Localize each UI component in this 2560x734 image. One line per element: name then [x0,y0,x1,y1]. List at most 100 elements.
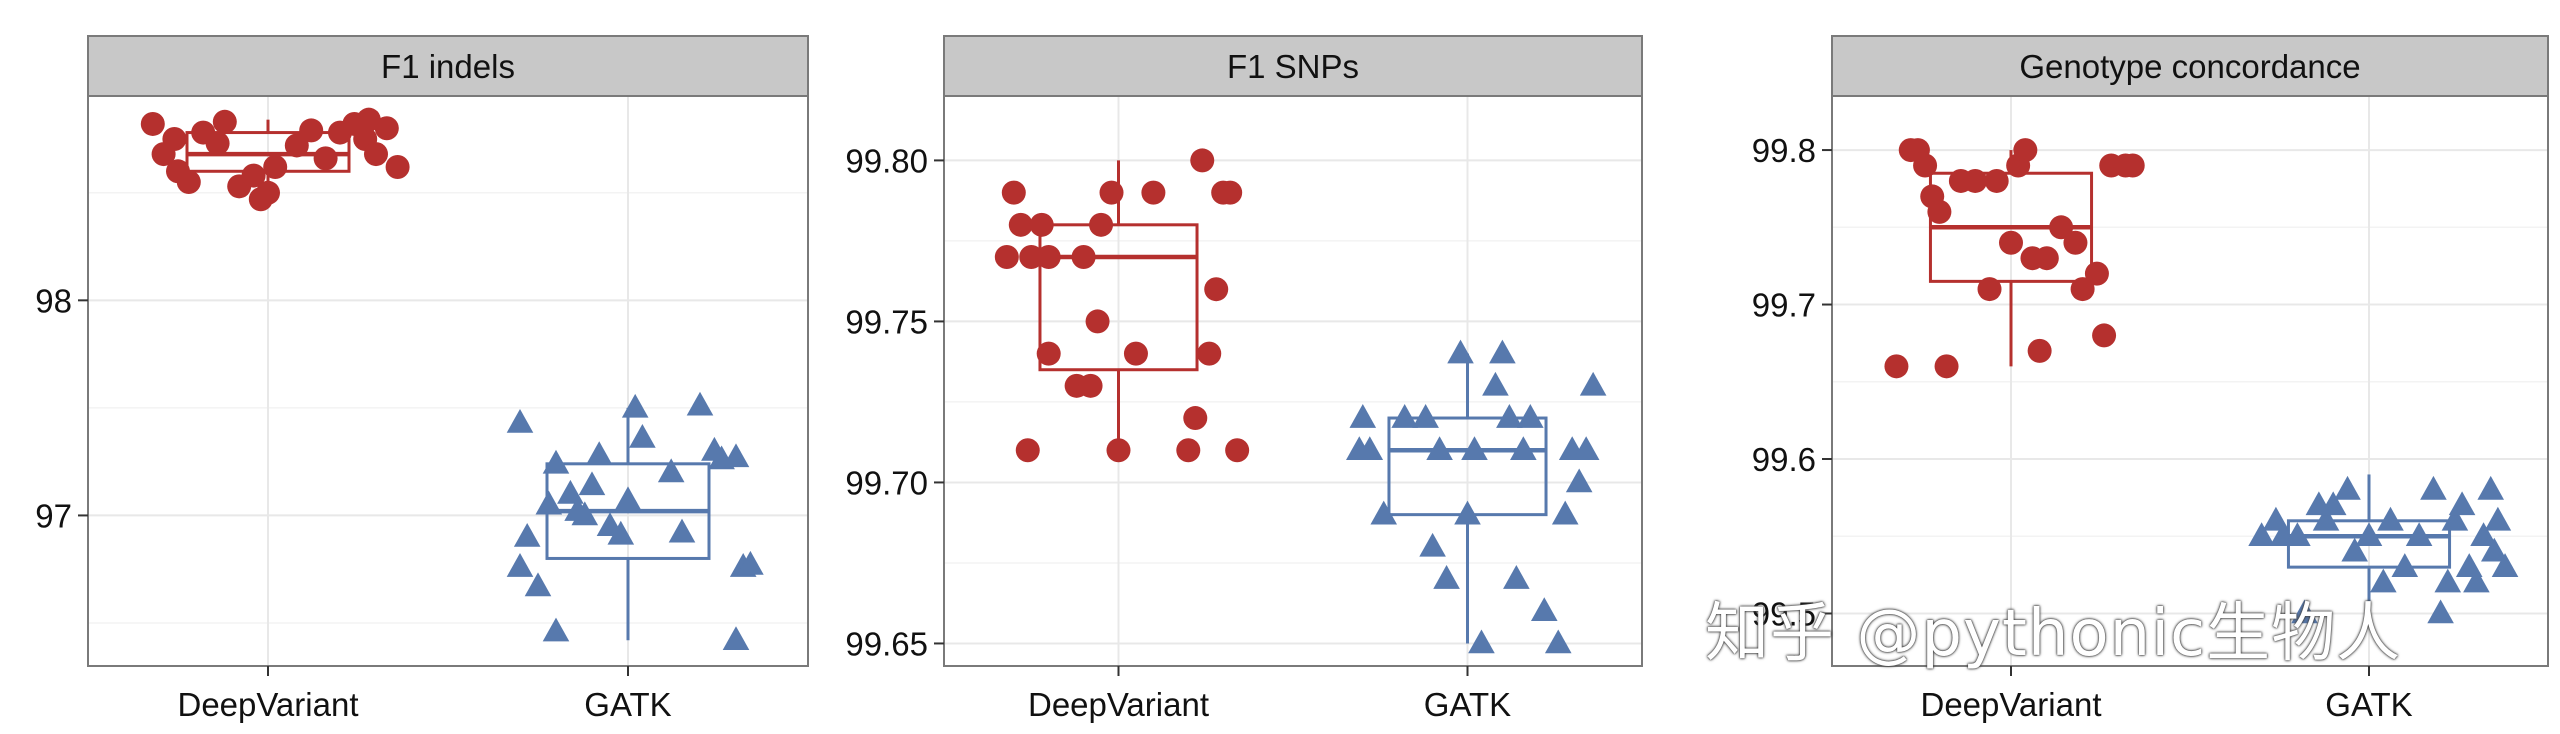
strip-title: Genotype concordance [2019,48,2360,85]
data-point [2448,491,2476,516]
data-point [356,107,381,132]
data-point [1019,245,1044,270]
y-tick-label: 99.5 [1752,595,1816,632]
data-point [607,520,635,545]
data-point [2013,138,2038,163]
data-point [1503,565,1530,589]
data-point [1106,438,1131,463]
data-point [1036,245,1061,270]
y-tick-label: 99.6 [1752,441,1816,478]
data-point [2084,261,2109,286]
data-point [1461,436,1488,461]
data-point [1977,277,2002,302]
data-point [2370,568,2397,593]
data-point [2441,506,2469,531]
data-point [1099,180,1124,205]
data-point [1544,629,1572,654]
y-tick-label: 97 [35,497,72,534]
data-point [1183,406,1208,431]
data-point [524,572,552,597]
x-tick-label: GATK [2325,686,2412,723]
data-point [2312,506,2340,531]
data-point [1190,148,1215,173]
data-point [1015,438,1040,463]
data-point [1579,371,1607,396]
data-point [263,154,288,179]
data-point [2463,568,2490,593]
panel-2: F1 SNPs 99.65 99.70 99.75 99.80 DeepVariant GA… [845,35,1643,723]
y-tick-label: 99.70 [845,464,928,501]
data-point [1572,436,1600,461]
data-point [722,626,750,650]
panel-border [1831,95,2549,667]
data-point [1197,341,1222,366]
y-tick-label: 99.80 [845,142,928,179]
data-point [506,553,534,577]
data-point [374,116,399,141]
data-point [2377,506,2404,531]
data-point [2355,522,2383,547]
y-tick-label: 98 [35,282,72,319]
data-point [578,471,606,496]
data-point [1391,404,1418,428]
data-point [2341,537,2368,562]
data-point [1482,371,1509,396]
data-point [2034,246,2059,271]
data-point [212,109,237,134]
data-point [2063,230,2088,255]
data-point [1934,354,1959,379]
watermark: 知乎 @pythonic生物人 [1705,597,2402,671]
strip-title: F1 SNPs [1227,48,1359,85]
x-tick-label: DeepVariant [1920,686,2101,723]
data-point [2291,599,2318,624]
data-point [385,154,410,179]
data-point [585,441,613,466]
data-point [1468,629,1495,654]
data-point [2070,277,2095,302]
panel-border [943,95,1643,667]
data-point [1204,277,1229,302]
data-point [1176,438,1201,463]
y-tick-label: 99.7 [1752,287,1816,324]
data-point [2248,522,2275,547]
data-point [299,118,324,143]
data-point [1510,436,1537,461]
data-point [2284,522,2311,547]
data-point [1489,339,1516,364]
data-point [1349,404,1377,428]
data-point [1036,341,1061,366]
data-point [1565,468,1593,493]
data-point [2477,475,2505,500]
data-point [1089,212,1114,237]
y-tick-label: 99.8 [1752,132,1816,169]
data-point [1225,438,1250,463]
data-point [2470,522,2497,547]
data-point [1419,532,1446,557]
data-point [2484,506,2512,531]
data-point [1426,436,1453,461]
data-point [1984,168,2009,193]
strip-title: F1 indels [381,48,515,85]
data-point [284,133,309,158]
data-point [241,163,266,188]
data-point [205,131,230,156]
data-point [629,424,656,448]
data-point [364,142,388,167]
data-point [994,245,1019,270]
data-point [2391,553,2419,577]
data-point [2319,491,2347,516]
data-point [1071,245,1096,270]
data-point [151,142,176,167]
data-point [140,111,165,136]
data-point [614,486,642,511]
x-tick-label: GATK [584,686,671,723]
data-point [668,518,696,543]
data-point [737,550,764,575]
data-point [1001,180,1026,205]
data-point [722,443,750,468]
data-point [686,391,714,416]
data-point [1927,199,1952,224]
data-point [1370,500,1398,525]
data-point [1433,565,1460,589]
data-point [1218,180,1243,205]
